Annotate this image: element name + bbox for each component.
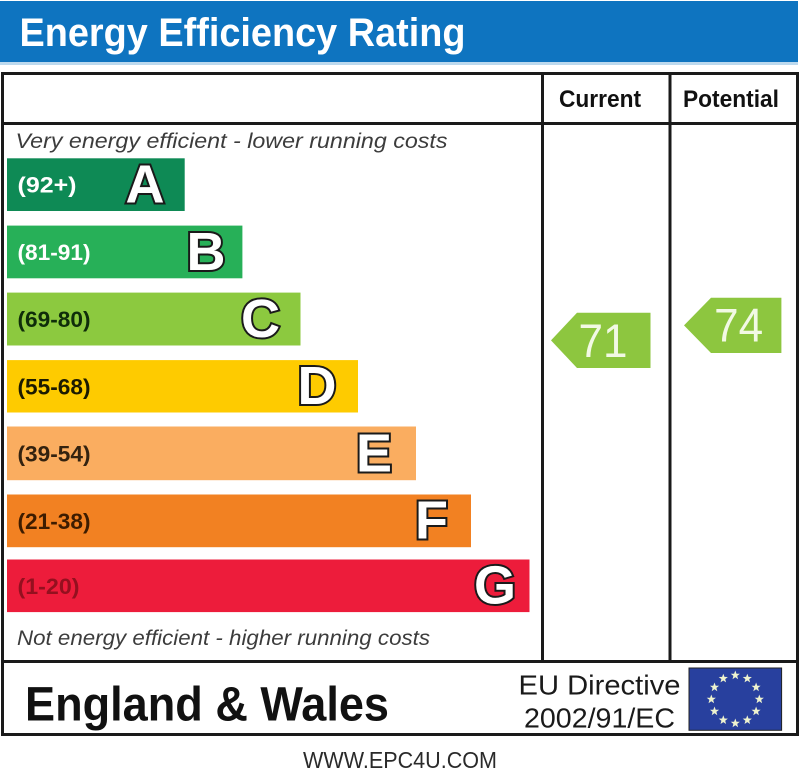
svg-text:D: D bbox=[298, 356, 337, 416]
svg-text:WWW.EPC4U.COM: WWW.EPC4U.COM bbox=[303, 747, 497, 773]
svg-text:(92+): (92+) bbox=[18, 173, 77, 198]
svg-text:E: E bbox=[356, 424, 392, 484]
svg-text:71: 71 bbox=[579, 314, 628, 367]
svg-text:Very energy efficient - lower: Very energy efficient - lower running co… bbox=[16, 130, 449, 153]
svg-text:C: C bbox=[241, 289, 280, 349]
svg-text:74: 74 bbox=[714, 299, 763, 352]
svg-text:(69-80): (69-80) bbox=[18, 307, 91, 332]
svg-text:G: G bbox=[474, 556, 516, 616]
svg-text:Current: Current bbox=[559, 86, 641, 113]
svg-text:F: F bbox=[415, 491, 448, 551]
svg-text:B: B bbox=[187, 222, 226, 282]
svg-text:(81-91): (81-91) bbox=[18, 240, 91, 265]
svg-text:England & Wales: England & Wales bbox=[25, 679, 389, 732]
svg-text:(1-20): (1-20) bbox=[18, 574, 80, 599]
svg-text:Potential: Potential bbox=[683, 86, 779, 113]
svg-text:A: A bbox=[126, 155, 165, 215]
svg-text:EU Directive: EU Directive bbox=[519, 669, 681, 700]
svg-text:Not energy efficient - higher: Not energy efficient - higher running co… bbox=[17, 627, 431, 650]
svg-text:2002/91/EC: 2002/91/EC bbox=[524, 703, 675, 734]
svg-text:(21-38): (21-38) bbox=[18, 509, 91, 534]
svg-text:(55-68): (55-68) bbox=[18, 374, 91, 399]
svg-text:Energy Efficiency Rating: Energy Efficiency Rating bbox=[20, 11, 466, 55]
svg-text:(39-54): (39-54) bbox=[18, 441, 91, 466]
